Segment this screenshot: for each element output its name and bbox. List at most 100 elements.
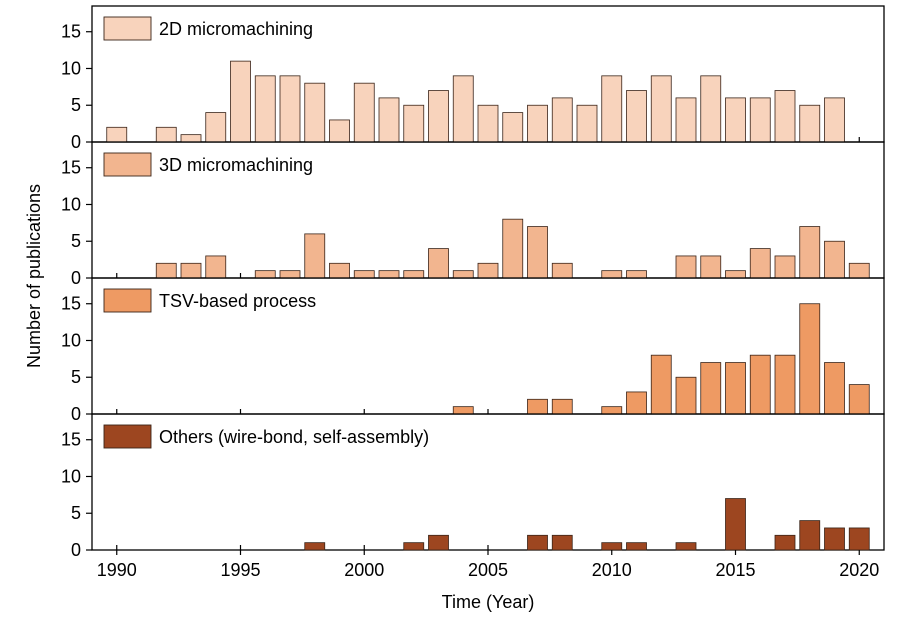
y-tick-label: 5	[71, 367, 81, 387]
bar-2011	[626, 391, 647, 415]
bar-2017	[774, 534, 796, 551]
bar-1994	[205, 255, 227, 279]
bar-2004	[452, 406, 474, 415]
bar-2020	[848, 262, 870, 279]
bar-2002	[403, 104, 425, 143]
bar-2005	[477, 104, 499, 143]
panel-1: 0 5 10 15 2D micromachining	[61, 5, 885, 152]
bar-2008	[551, 534, 573, 551]
x-tick-label: 2005	[468, 560, 508, 580]
y-tick-label: 0	[71, 540, 81, 560]
legend-label: Others (wire-bond, self-assembly)	[159, 427, 429, 447]
bar-2010	[601, 542, 623, 551]
bar-1998	[304, 542, 326, 551]
bar-2007	[527, 226, 548, 279]
bar-2010	[601, 75, 623, 143]
bar-2019	[824, 362, 845, 415]
x-tick-label: 1995	[220, 560, 260, 580]
bar-2017	[774, 90, 796, 143]
bar-2001	[378, 270, 400, 279]
bar-2018	[799, 303, 821, 415]
bar-2003	[428, 534, 449, 551]
y-tick-label: 15	[61, 294, 81, 314]
legend-swatch	[103, 424, 152, 449]
x-tick-label: 2020	[839, 560, 879, 580]
bar-2006	[502, 112, 524, 143]
y-tick-label: 10	[61, 330, 81, 350]
legend: TSV-based process	[103, 288, 316, 313]
legend-swatch	[103, 288, 152, 313]
bar-2001	[378, 97, 400, 143]
bar-2018	[799, 226, 821, 279]
bar-2019	[824, 527, 845, 551]
y-tick-label: 15	[61, 22, 81, 42]
bar-1999	[329, 119, 350, 143]
bar-2015	[725, 498, 746, 551]
legend-label: 3D micromachining	[159, 155, 313, 175]
bar-1993	[180, 262, 202, 279]
bar-1996	[254, 270, 276, 279]
bar-2010	[601, 406, 623, 415]
bar-2014	[700, 75, 722, 143]
bar-2003	[428, 90, 449, 143]
bar-2015	[725, 97, 746, 143]
bar-2000	[353, 270, 375, 279]
bar-2011	[626, 270, 647, 279]
bar-2016	[749, 248, 771, 279]
x-tick-label: 2015	[715, 560, 755, 580]
bar-1998	[304, 82, 326, 143]
bar-2010	[601, 270, 623, 279]
bar-2007	[527, 398, 548, 415]
bar-2019	[824, 97, 845, 143]
bar-2018	[799, 520, 821, 551]
panel-3: 0 5 10 15 TSV-based process	[61, 277, 885, 424]
bar-1992	[155, 126, 177, 143]
legend-label: 2D micromachining	[159, 19, 313, 39]
bar-2002	[403, 270, 425, 279]
bar-2016	[749, 97, 771, 143]
bar-2002	[403, 542, 425, 551]
bar-1994	[205, 112, 227, 143]
y-tick-label: 10	[61, 194, 81, 214]
legend-label: TSV-based process	[159, 291, 316, 311]
x-tick-label: 1990	[97, 560, 137, 580]
bar-2013	[675, 97, 697, 143]
legend: Others (wire-bond, self-assembly)	[103, 424, 429, 449]
bar-1997	[279, 270, 301, 279]
y-tick-label: 15	[61, 158, 81, 178]
y-tick-label: 5	[71, 95, 81, 115]
bar-2012	[650, 354, 672, 415]
y-tick-label: 15	[61, 430, 81, 450]
bar-2020	[848, 527, 870, 551]
y-tick-label: 0	[71, 268, 81, 288]
bar-2006	[502, 218, 524, 279]
bar-1990	[106, 126, 128, 143]
bar-2004	[452, 75, 474, 143]
bar-1993	[180, 134, 202, 143]
bar-1997	[279, 75, 301, 143]
bar-2018	[799, 104, 821, 143]
bar-2016	[749, 354, 771, 415]
bar-2008	[551, 97, 573, 143]
bar-2019	[824, 240, 845, 279]
bar-2003	[428, 248, 449, 279]
legend-swatch	[103, 16, 152, 41]
y-tick-label: 0	[71, 132, 81, 152]
bar-2013	[675, 376, 697, 415]
bar-2007	[527, 104, 548, 143]
bar-1995	[230, 60, 251, 143]
bar-2004	[452, 270, 474, 279]
bar-2015	[725, 270, 746, 279]
bar-1992	[155, 262, 177, 279]
y-tick-label: 0	[71, 404, 81, 424]
bar-2000	[353, 82, 375, 143]
bar-2011	[626, 542, 647, 551]
legend: 3D micromachining	[103, 152, 313, 177]
y-tick-label: 10	[61, 58, 81, 78]
legend-swatch	[103, 152, 152, 177]
bar-2012	[650, 75, 672, 143]
bar-2014	[700, 362, 722, 415]
bar-2009	[576, 104, 598, 143]
bar-1999	[329, 262, 350, 279]
bar-2020	[848, 384, 870, 415]
